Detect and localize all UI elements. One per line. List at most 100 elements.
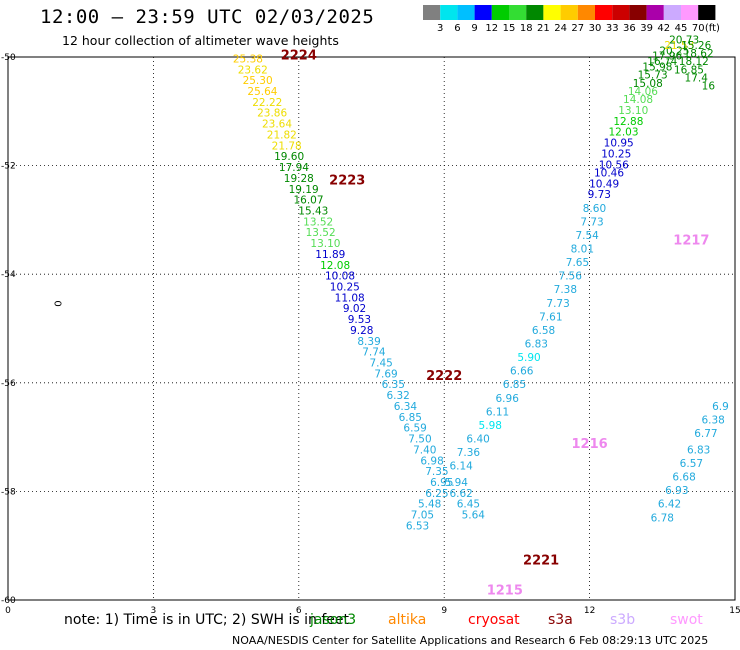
y-tick-label: -50: [1, 53, 16, 63]
mission-jason3: jason3: [310, 612, 357, 628]
x-tick-label: 6: [296, 606, 302, 615]
wave-height-value: 6.25: [425, 488, 448, 500]
wave-height-value: 16.85: [674, 64, 704, 76]
wave-height-value: 6.9: [712, 401, 729, 413]
wave-height-value: 7.61: [539, 311, 562, 323]
wave-height-value: 6.78: [651, 512, 674, 524]
legend-label: 33: [606, 23, 619, 34]
wave-height-value: 25.38: [233, 53, 263, 65]
wave-height-value: 6.11: [486, 406, 509, 418]
wave-height-value: 15.43: [298, 205, 328, 217]
wave-height-value: 25.64: [247, 86, 277, 98]
wave-height-value: 5.94: [445, 477, 469, 489]
pass-number-label: 2221: [523, 554, 559, 569]
wave-height-value: 15.26: [681, 40, 711, 52]
legend-swatch: [491, 5, 509, 20]
legend-swatch: [629, 5, 647, 20]
legend-label: 12: [485, 23, 498, 34]
wave-height-value: 20.73: [669, 34, 699, 46]
legend-swatch: [698, 5, 716, 20]
wave-height-value: 8.01: [571, 243, 594, 255]
legend-swatch: [577, 5, 595, 20]
wave-height-value: 5.48: [418, 499, 441, 511]
legend-swatch: [440, 5, 458, 20]
wave-height-value: 23.64: [262, 119, 292, 131]
legend-label: 36: [623, 23, 636, 34]
wave-height-value: 6.96: [496, 393, 520, 405]
legend-swatch: [474, 5, 492, 20]
wave-height-value: 5.90: [517, 352, 540, 364]
wave-height-value: 15.98: [642, 62, 672, 74]
pass-number-label: 2224: [281, 49, 317, 64]
legend-swatch: [681, 5, 699, 20]
wave-height-value: 12.08: [320, 260, 350, 272]
wave-height-value: 11.08: [335, 292, 365, 304]
legend-swatch: [543, 5, 561, 20]
wave-height-value: 7.54: [575, 230, 599, 242]
wave-height-value: 6.59: [403, 423, 426, 435]
wave-height-value: 11.89: [315, 249, 345, 261]
y-tick-label: -58: [1, 487, 16, 497]
x-tick-label: 3: [151, 606, 157, 615]
legend-label: 27: [571, 23, 584, 34]
wave-height-value: 7.35: [425, 466, 448, 478]
wave-height-value: 6.45: [457, 499, 480, 511]
wave-height-value: 13.10: [618, 105, 648, 117]
wave-height-value: 19.19: [289, 184, 319, 196]
mission-s3a: s3a: [548, 612, 573, 628]
wave-height-value: 10.08: [325, 271, 355, 283]
wave-height-value: 6.62: [449, 488, 472, 500]
wave-height-value: 18.12: [679, 56, 709, 68]
legend-swatch: [646, 5, 664, 20]
legend-swatch: [595, 5, 613, 20]
time-unit-note: note: 1) Time is in UTC; 2) SWH is in fe…: [64, 612, 350, 628]
pass-number-label: 2222: [426, 369, 462, 384]
wave-height-value: 6.40: [466, 434, 489, 446]
legend-swatch: [663, 5, 681, 20]
wave-height-value: 14.08: [623, 94, 653, 106]
wave-height-value: 20.25: [659, 45, 689, 57]
wave-height-value: 12.88: [613, 116, 643, 128]
wave-height-value: 6.14: [449, 461, 473, 473]
legend-label: 30: [589, 23, 602, 34]
wave-height-value: 9.02: [343, 303, 366, 315]
wave-height-value: 25.30: [243, 75, 273, 87]
wave-height-value: 6.93: [665, 485, 688, 497]
wave-height-value: 10.25: [601, 148, 631, 160]
wave-height-value: 6.42: [658, 499, 681, 511]
wave-height-value: 6.83: [525, 339, 548, 351]
wave-height-value: 12.03: [608, 127, 638, 139]
y-tick-label: -52: [1, 162, 16, 172]
wave-height-value: 7.38: [554, 284, 577, 296]
wave-height-value: 7.05: [411, 510, 434, 522]
y-tick-label: -60: [1, 596, 16, 606]
wave-height-value: 9.28: [350, 325, 373, 337]
x-tick-label: 9: [441, 606, 447, 615]
mission-altika: altika: [388, 612, 427, 628]
wave-height-value: 16.07: [293, 195, 323, 207]
legend-label: 3: [437, 23, 443, 34]
wave-height-value: 10.49: [589, 178, 619, 190]
wave-height-value: 10.95: [604, 138, 634, 150]
mission-cryosat: cryosat: [468, 612, 520, 628]
legend-swatch: [560, 5, 578, 20]
wave-height-value: 17.96: [652, 51, 682, 63]
legend-label: 39: [640, 23, 653, 34]
x-tick-label: 15: [729, 606, 740, 615]
wave-height-value: 13.10: [310, 238, 340, 250]
wave-height-value: 6.68: [672, 472, 695, 484]
legend-swatch: [526, 5, 544, 20]
wave-height-value: 9.53: [348, 314, 371, 326]
wave-height-value: 7.45: [369, 358, 392, 370]
plot-frame: [7, 56, 736, 601]
pass-number-label: 1215: [487, 584, 523, 599]
wave-height-value: 7.65: [566, 257, 589, 269]
legend-label: 6: [454, 23, 460, 34]
wave-height-value: 7.73: [546, 298, 569, 310]
wave-height-value: 8.39: [357, 336, 380, 348]
wave-height-value: 9.73: [588, 189, 611, 201]
wave-height-value: 6.53: [406, 520, 429, 532]
wave-height-value: 7.50: [408, 434, 431, 446]
wave-height-value: 16: [702, 81, 716, 93]
mission-swot: swot: [670, 612, 703, 628]
